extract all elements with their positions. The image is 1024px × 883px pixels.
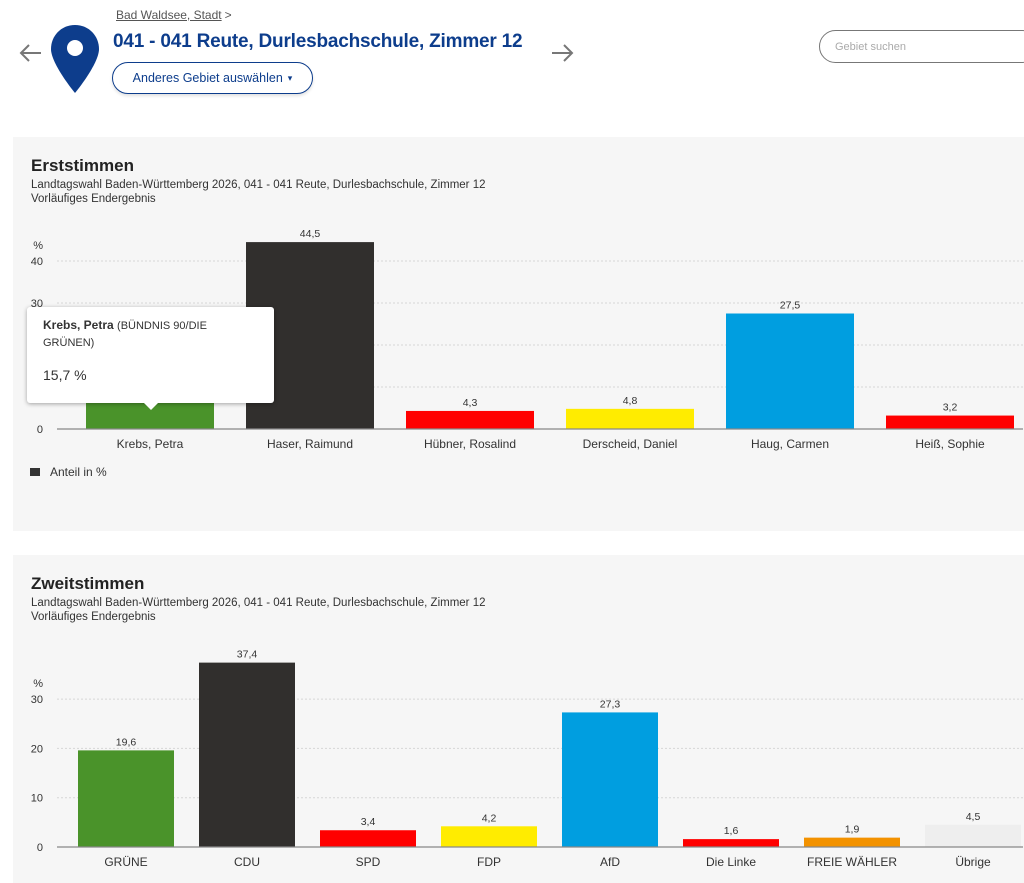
bar	[562, 712, 658, 847]
chart-subtitle-election: Landtagswahl Baden-Württemberg 2026, 041…	[31, 597, 486, 609]
legend-swatch	[30, 468, 40, 476]
chart-title: Erststimmen	[31, 156, 134, 175]
search-box[interactable]	[819, 30, 1024, 63]
category-label: Übrige	[955, 855, 991, 869]
y-axis-label: %	[33, 240, 43, 252]
bar	[726, 313, 854, 429]
legend-label: Anteil in %	[50, 465, 107, 479]
arrow-left-icon[interactable]	[15, 38, 45, 68]
y-axis-label: %	[33, 678, 43, 690]
chart-legend[interactable]: Anteil in %	[30, 465, 107, 479]
category-label: FREIE WÄHLER	[807, 855, 897, 869]
category-label: SPD	[356, 855, 381, 869]
chart-title: Zweitstimmen	[31, 574, 145, 593]
data-label: 19,6	[116, 736, 137, 748]
bar	[78, 750, 174, 847]
search-input[interactable]	[835, 40, 1015, 53]
data-label: 44,5	[300, 228, 321, 240]
data-label: 4,2	[482, 812, 497, 824]
zweitstimmen-panel: Zweitstimmen Landtagswahl Baden-Württemb…	[13, 555, 1024, 883]
y-tick-label: 40	[31, 256, 43, 268]
tooltip-candidate: Krebs, Petra	[43, 318, 114, 332]
y-tick-label: 0	[37, 842, 43, 854]
data-label: 3,2	[943, 402, 958, 414]
category-label: Krebs, Petra	[117, 437, 184, 451]
category-label: GRÜNE	[104, 855, 147, 869]
breadcrumb-link[interactable]: Bad Waldsee, Stadt	[116, 8, 222, 22]
y-tick-label: 30	[31, 694, 43, 706]
category-label: Haug, Carmen	[751, 437, 829, 451]
category-label: Haser, Raimund	[267, 437, 353, 451]
chart-subtitle-status: Vorläufiges Endergebnis	[31, 611, 156, 623]
data-label: 1,6	[724, 825, 739, 837]
data-label: 27,3	[600, 698, 621, 710]
data-label: 4,8	[623, 395, 638, 407]
y-tick-label: 0	[37, 424, 43, 436]
bar	[683, 839, 779, 847]
data-label: 37,4	[237, 649, 258, 661]
bar	[199, 662, 295, 847]
data-label: 4,5	[966, 811, 981, 823]
data-label: 1,9	[845, 824, 860, 836]
category-label: Derscheid, Daniel	[583, 437, 678, 451]
arrow-right-icon[interactable]	[548, 38, 578, 68]
category-label: FDP	[477, 855, 501, 869]
select-area-label: Anderes Gebiet auswählen	[132, 71, 283, 85]
bar	[406, 410, 534, 429]
category-label: CDU	[234, 855, 260, 869]
page-title: 041 - 041 Reute, Durlesbachschule, Zimme…	[113, 31, 523, 52]
chart-tooltip: Krebs, Petra (BÜNDNIS 90/DIE GRÜNEN) 15,…	[27, 307, 274, 410]
category-label: Heiß, Sophie	[915, 437, 985, 451]
chart-subtitle: Landtagswahl Baden-Württemberg 2026, 041…	[31, 596, 486, 624]
erststimmen-panel: Erststimmen Landtagswahl Baden-Württembe…	[13, 137, 1024, 531]
category-label: Hübner, Rosalind	[424, 437, 516, 451]
bar	[804, 837, 900, 847]
data-label: 27,5	[780, 300, 801, 312]
bar	[320, 830, 416, 847]
breadcrumb: Bad Waldsee, Stadt >	[116, 8, 232, 22]
select-area-button[interactable]: Anderes Gebiet auswählen ▾	[112, 62, 313, 94]
bar	[441, 826, 537, 847]
chart-subtitle-election: Landtagswahl Baden-Württemberg 2026, 041…	[31, 179, 486, 191]
zweitstimmen-chart: 0 10 20 30% 19,6 GRÜNE 37,4 CDU 3,4 SPD 4,2 FDP 27,3…	[31, 649, 1023, 869]
tooltip-pointer	[144, 403, 158, 410]
tooltip-value: 15,7 %	[43, 367, 87, 383]
y-tick-label: 10	[31, 793, 43, 805]
header: Bad Waldsee, Stadt > 041 - 041 Reute, Dur…	[0, 0, 1024, 110]
bar	[925, 824, 1021, 847]
data-label: 3,4	[361, 816, 376, 828]
bar	[566, 408, 694, 429]
breadcrumb-separator: >	[224, 8, 232, 22]
data-label: 4,3	[463, 397, 478, 409]
category-label: Die Linke	[706, 855, 756, 869]
tooltip-party: (BÜNDNIS 90/DIE GRÜNEN)	[43, 320, 207, 349]
map-pin-icon	[51, 25, 99, 93]
chart-subtitle: Landtagswahl Baden-Württemberg 2026, 041…	[31, 178, 486, 206]
chart-subtitle-status: Vorläufiges Endergebnis	[31, 193, 156, 205]
category-label: AfD	[600, 855, 620, 869]
caret-down-icon: ▾	[287, 72, 293, 83]
bar	[886, 415, 1014, 429]
y-tick-label: 20	[31, 743, 43, 755]
